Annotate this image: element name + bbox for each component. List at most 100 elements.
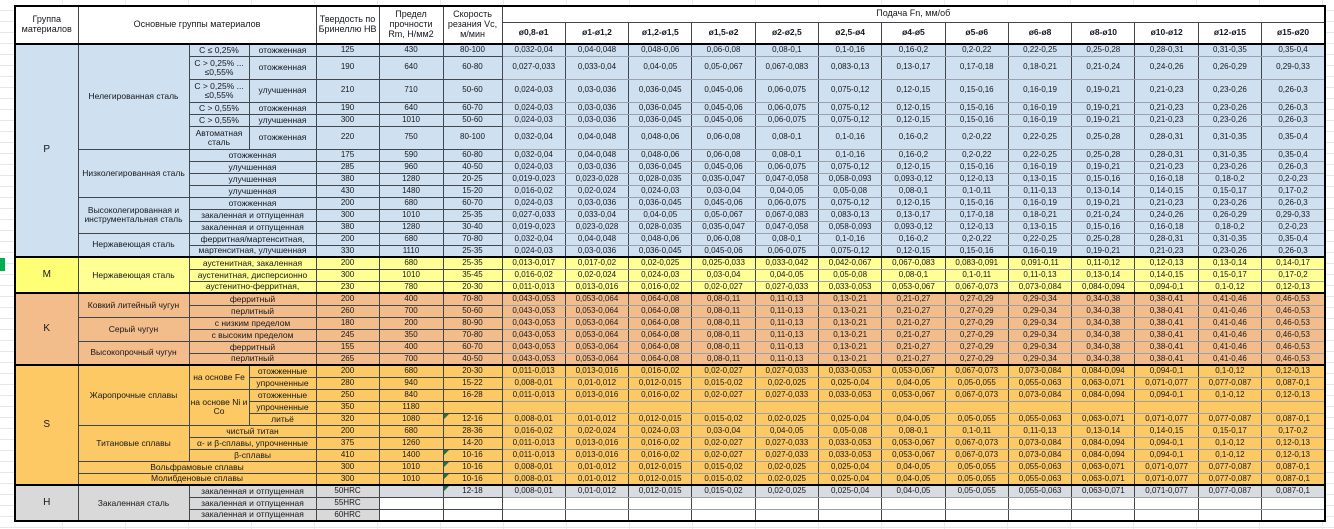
feed-cell[interactable]: 0,12-0,13 <box>944 172 1009 186</box>
feed-cell[interactable]: 0,016-0,02 <box>501 424 566 438</box>
feed-cell[interactable]: 0,019-0,023 <box>501 172 566 186</box>
feed-cell[interactable]: 0,084-0,094 <box>1071 364 1136 378</box>
feed-cell[interactable]: 0,11-0,12 <box>1071 256 1136 270</box>
feed-cell[interactable]: 0,013-0,016 <box>564 388 630 402</box>
speed-cell[interactable]: 80-100 <box>442 43 503 57</box>
feed-cell[interactable]: 0,28-0,31 <box>1134 148 1199 162</box>
feed-cell[interactable]: 0,075-0,12 <box>817 78 883 103</box>
treatment-cell[interactable]: улучшенная <box>188 160 317 174</box>
feed-cell[interactable]: 0,04-0,048 <box>564 125 630 150</box>
feed-cell[interactable]: 0,11-0,13 <box>1007 268 1073 282</box>
feed-cell[interactable]: 0,075-0,12 <box>817 196 883 210</box>
feed-cell[interactable]: 0,29-0,34 <box>1007 340 1073 354</box>
feed-cell[interactable]: 0,023-0,028 <box>564 220 630 234</box>
feed-cell[interactable]: 0,036-0,045 <box>628 244 693 258</box>
feed-cell[interactable]: 0,11-0,13 <box>754 304 820 318</box>
feed-cell[interactable]: 0,015-0,02 <box>691 460 756 474</box>
feed-cell[interactable]: 0,013-0,017 <box>501 256 566 270</box>
feed-cell[interactable]: 0,064-0,08 <box>628 304 693 318</box>
feed-cell[interactable]: 0,075-0,12 <box>817 244 883 258</box>
feed-cell[interactable]: 0,024-0,03 <box>628 268 693 282</box>
hardness-cell[interactable]: 200 <box>315 196 380 210</box>
feed-cell[interactable]: 0,16-0,2 <box>881 125 946 150</box>
feed-cell[interactable]: 0,46-0,53 <box>1261 352 1326 366</box>
feed-cell[interactable]: 0,1-0,16 <box>817 43 883 57</box>
feed-cell[interactable]: 0,05-0,055 <box>944 412 1009 426</box>
hardness-cell[interactable]: 260 <box>315 304 380 318</box>
hardness-cell[interactable]: 200 <box>315 364 380 378</box>
feed-cell[interactable]: 0,27-0,29 <box>944 316 1009 330</box>
feed-cell[interactable]: 0,25-0,28 <box>1071 125 1136 150</box>
feed-cell[interactable]: 0,41-0,46 <box>1197 352 1263 366</box>
material-group-cell[interactable]: Низколегированная сталь <box>77 148 190 198</box>
treatment-cell[interactable]: с низким пределом <box>188 316 317 330</box>
subgroup-cell[interactable]: Автоматная сталь <box>188 125 250 150</box>
header-group-col[interactable]: Группа материалов <box>14 5 79 45</box>
feed-cell[interactable]: 0,35-0,4 <box>1261 148 1326 162</box>
header-diameter-col[interactable]: ø1-ø1,2 <box>564 21 630 45</box>
header-diameter-col[interactable]: ø0,8-ø1 <box>501 21 566 45</box>
speed-cell[interactable]: 70-80 <box>442 292 503 306</box>
feed-cell[interactable]: 0,008-0,01 <box>501 412 566 426</box>
feed-cell[interactable]: 0,24-0,26 <box>1134 208 1199 222</box>
feed-cell[interactable]: 0,027-0,033 <box>754 448 820 462</box>
strength-cell[interactable]: 1110 <box>378 244 444 258</box>
speed-cell[interactable]: 12-16 <box>442 412 503 426</box>
subgroup-cell[interactable]: C ≤ 0,25% <box>188 43 250 57</box>
strength-cell[interactable] <box>378 484 444 498</box>
feed-cell[interactable]: 0,14-0,15 <box>1134 424 1199 438</box>
feed-cell[interactable]: 0,073-0,084 <box>1007 436 1073 450</box>
feed-cell[interactable]: 0,084-0,094 <box>1071 436 1136 450</box>
feed-cell[interactable]: 0,015-0,02 <box>691 376 756 390</box>
treatment-cell[interactable]: чистый титан <box>188 424 317 438</box>
feed-cell[interactable]: 0,067-0,073 <box>944 364 1009 378</box>
feed-cell[interactable]: 0,047-0,058 <box>754 172 820 186</box>
feed-cell[interactable]: 0,28-0,31 <box>1134 125 1199 150</box>
group-cell[interactable]: K <box>14 292 79 366</box>
feed-cell[interactable]: 0,13-0,17 <box>881 55 946 80</box>
feed-cell[interactable]: 0,02-0,025 <box>754 460 820 474</box>
feed-cell[interactable]: 0,03-0,036 <box>564 160 630 174</box>
feed-cell[interactable]: 0,13-0,21 <box>817 352 883 366</box>
feed-cell[interactable]: 0,045-0,06 <box>691 101 756 115</box>
feed-cell[interactable]: 0,38-0,41 <box>1134 316 1199 330</box>
subgroup-cell[interactable]: C > 0,55% <box>188 101 250 115</box>
feed-cell[interactable]: 0,46-0,53 <box>1261 292 1326 306</box>
strength-cell[interactable] <box>378 496 444 510</box>
material-group-cell[interactable]: Закаленная сталь <box>77 484 190 522</box>
feed-cell[interactable]: 0,08-0,11 <box>691 316 756 330</box>
feed-cell[interactable] <box>564 400 630 414</box>
feed-cell[interactable]: 0,058-0,093 <box>817 172 883 186</box>
feed-cell[interactable]: 0,15-0,17 <box>1197 424 1263 438</box>
feed-cell[interactable]: 0,024-0,03 <box>501 101 566 115</box>
feed-cell[interactable]: 0,087-0,1 <box>1261 484 1326 498</box>
header-diameter-col[interactable]: ø12-ø15 <box>1197 21 1263 45</box>
feed-cell[interactable] <box>628 496 693 510</box>
feed-cell[interactable]: 0,35-0,4 <box>1261 232 1326 246</box>
hardness-cell[interactable]: 230 <box>315 280 380 294</box>
feed-cell[interactable]: 0,02-0,027 <box>691 388 756 402</box>
feed-cell[interactable]: 0,13-0,21 <box>817 328 883 342</box>
feed-cell[interactable]: 0,075-0,12 <box>817 101 883 115</box>
feed-cell[interactable]: 0,073-0,084 <box>1007 364 1073 378</box>
feed-cell[interactable]: 0,042-0,067 <box>817 256 883 270</box>
strength-cell[interactable]: 1010 <box>378 208 444 222</box>
feed-cell[interactable]: 0,055-0,063 <box>1007 460 1073 474</box>
feed-cell[interactable]: 0,11-0,13 <box>1007 184 1073 198</box>
header-main-col[interactable]: Основные группы материалов <box>77 5 317 45</box>
feed-cell[interactable]: 0,032-0,04 <box>501 148 566 162</box>
feed-cell[interactable]: 0,011-0,013 <box>501 388 566 402</box>
feed-cell[interactable]: 0,053-0,067 <box>881 364 946 378</box>
strength-cell[interactable]: 590 <box>378 148 444 162</box>
feed-cell[interactable]: 0,012-0,015 <box>628 460 693 474</box>
feed-cell[interactable]: 0,027-0,033 <box>754 388 820 402</box>
treatment-cell[interactable]: улучшенная <box>248 113 317 127</box>
feed-cell[interactable]: 0,053-0,067 <box>881 448 946 462</box>
feed-cell[interactable]: 0,23-0,26 <box>1197 113 1263 127</box>
feed-cell[interactable]: 0,053-0,067 <box>881 436 946 450</box>
feed-cell[interactable]: 0,071-0,077 <box>1134 460 1199 474</box>
feed-cell[interactable]: 0,26-0,29 <box>1197 208 1263 222</box>
feed-cell[interactable]: 0,024-0,03 <box>501 78 566 103</box>
feed-cell[interactable]: 0,1-0,11 <box>944 184 1009 198</box>
treatment-cell[interactable]: аустенитно-ферритная, <box>188 280 317 294</box>
